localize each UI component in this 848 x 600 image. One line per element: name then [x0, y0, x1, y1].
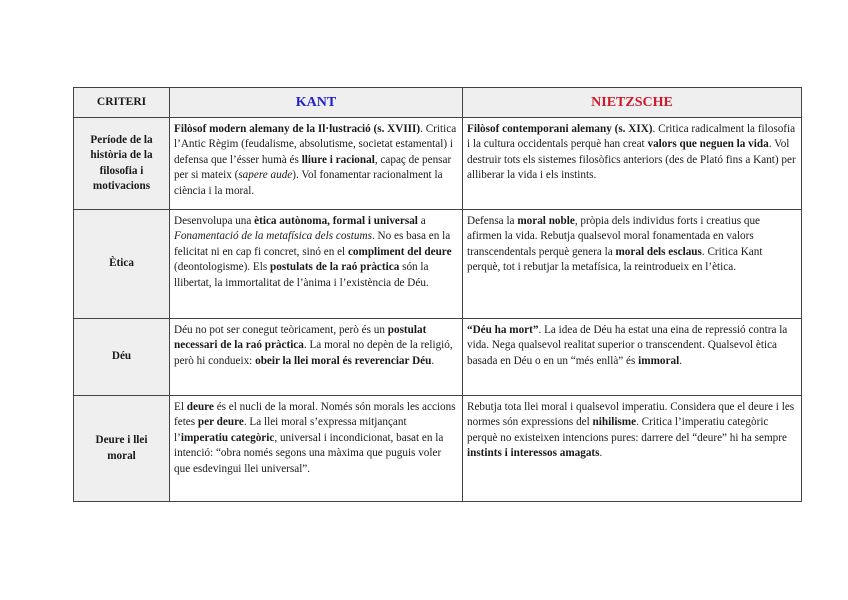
table-row-etica: Ètica Desenvolupa una ètica autònoma, for…	[73, 209, 802, 319]
table-row-periode: Període de la història de la filosofia i…	[73, 117, 802, 210]
bold-text: Filòsof contemporani alemany (s. XIX)	[467, 123, 653, 135]
text: , pròpia dels individus forts i creatius…	[467, 215, 761, 258]
bold-text: imperatiu categòric	[180, 431, 275, 444]
table-row-deu: Déu Déu no pot ser conegut teòricament, p…	[73, 318, 802, 396]
header-criteri: CRITERI	[73, 87, 170, 118]
bold-text: valors que neguen la vida	[647, 138, 769, 151]
kant-cell: Filòsof modern alemany de la Il·lustraci…	[169, 117, 463, 210]
header-nietzsche: NIETZSCHE	[462, 87, 802, 118]
bold-text: per deure	[197, 416, 244, 429]
kant-cell: El deure és el nucli de la moral. Només …	[169, 395, 463, 502]
text: . Critica Kant perquè, tot i rebutjar la…	[467, 245, 763, 274]
text: Déu no pot ser conegut teòricament, però…	[174, 324, 388, 336]
bold-text: Filòsof modern alemany de la Il·lustraci…	[174, 123, 421, 135]
table-row-deure-llei-moral: Deure i llei moral El deure és el nucli d…	[73, 395, 802, 502]
bold-text: postulats de la raó pràctica	[270, 261, 400, 274]
header-row: CRITERI KANT NIETZSCHE	[73, 87, 802, 118]
italic-text: sapere aude	[238, 169, 293, 182]
comparison-table: CRITERI KANT NIETZSCHE Període de la his…	[73, 87, 802, 502]
bold-text: obeir la llei moral és reverenciar Déu	[255, 354, 432, 367]
text: .	[599, 447, 603, 460]
text: . La moral no depèn de la religió, però …	[174, 339, 453, 367]
bold-text: moral dels esclaus	[615, 245, 702, 258]
criteri-label: Deure i llei moral	[73, 395, 170, 502]
header-kant: KANT	[169, 87, 463, 118]
nietzsche-cell: Defensa la moral noble, pròpia dels indi…	[462, 209, 802, 319]
nietzsche-cell: Rebutja tota llei moral i qualsevol impe…	[462, 395, 802, 502]
bold-text: instints i interessos amagats	[467, 447, 600, 460]
text: . Critica radicalment la filosofia i la …	[467, 123, 796, 151]
kant-cell: Déu no pot ser conegut teòricament, però…	[169, 318, 463, 396]
text: . Critica l’Antic Règim (feudalisme, abs…	[174, 123, 457, 166]
text: són la llibertat, la immortalitat de l’à…	[174, 261, 429, 289]
text: ). Vol fonamentar racionalment la ciènci…	[174, 169, 443, 197]
text: (deontologisme). Els	[174, 261, 271, 274]
text: . Critica l’imperatiu categòric perquè n…	[467, 416, 787, 444]
criteri-label: Període de la història de la filosofia i…	[73, 117, 170, 210]
text: és el nucli de la moral. Només són moral…	[174, 401, 456, 429]
criteri-label: Déu	[73, 318, 170, 396]
bold-text: compliment del deure	[347, 245, 452, 258]
text: .	[431, 354, 435, 367]
text: Defensa la	[467, 215, 518, 227]
bold-text: ètica autònoma, formal i universal	[254, 215, 418, 227]
text: a	[417, 215, 426, 227]
text: .	[679, 354, 682, 367]
bold-text: nihilisme	[592, 416, 637, 429]
italic-text: Fonamentació de la metafísica dels costu…	[174, 230, 372, 243]
text: , capaç de pensar per si mateix (	[174, 153, 452, 182]
text: . Vol destruir tots els sistemes filosòf…	[467, 138, 796, 182]
criteri-label: Ètica	[73, 209, 170, 319]
text: . La llei moral s’expressa mitjançant l’	[174, 416, 407, 444]
text: El	[174, 401, 187, 413]
bold-text: postulat necessari de la raó pràctica	[174, 324, 427, 352]
bold-text: deure	[186, 401, 214, 413]
text: . La idea de Déu ha estat una eina de re…	[467, 324, 788, 367]
nietzsche-cell: “Déu ha mort”. La idea de Déu ha estat u…	[462, 318, 802, 396]
nietzsche-cell: Filòsof contemporani alemany (s. XIX). C…	[462, 117, 802, 210]
bold-text: moral noble	[517, 215, 575, 227]
text: Desenvolupa una	[174, 215, 255, 227]
bold-text: immoral	[638, 354, 680, 367]
text: . No es basa en la felicitat ni en cap f…	[174, 230, 451, 258]
text: Rebutja tota llei moral i qualsevol impe…	[467, 401, 795, 429]
bold-text: “Déu ha mort”	[467, 324, 539, 336]
kant-cell: Desenvolupa una ètica autònoma, formal i…	[169, 209, 463, 319]
bold-text: lliure i racional	[301, 153, 375, 166]
text: , universal i incondicionat, basat en la…	[174, 431, 444, 475]
